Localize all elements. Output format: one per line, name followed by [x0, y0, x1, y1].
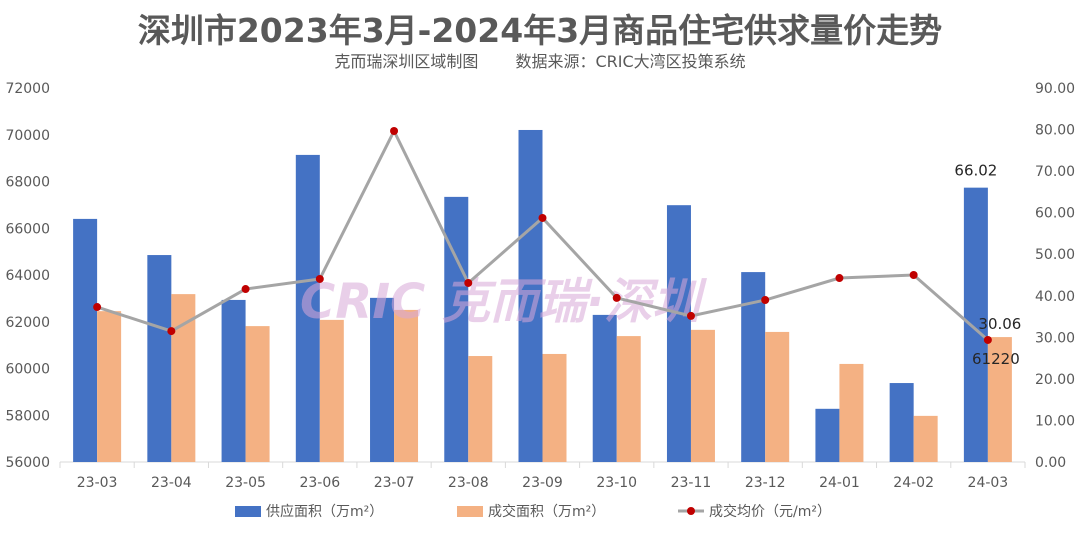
- x-axis-tick-label: 23-03: [77, 475, 118, 491]
- supply-bar: [666, 205, 691, 463]
- price-point: [464, 278, 473, 287]
- left-axis-tick-label: 64000: [5, 268, 50, 284]
- left-axis-tick-label: 72000: [5, 81, 50, 97]
- right-axis-tick-label: 80.00: [1035, 123, 1075, 139]
- legend-label: 供应面积（万m²）: [266, 503, 383, 520]
- supply-bar: [518, 129, 543, 462]
- sales-bar: [542, 353, 567, 462]
- supply-bar: [592, 314, 617, 462]
- x-axis-tick-label: 23-06: [299, 475, 340, 491]
- left-axis-tick-label: 68000: [5, 175, 50, 191]
- x-axis-tick-label: 24-01: [819, 475, 860, 491]
- subtitle-credit: 克而瑞深圳区域制图: [334, 52, 479, 71]
- price-point: [167, 327, 176, 336]
- supply-bar: [370, 297, 395, 462]
- right-axis-tick-label: 20.00: [1035, 372, 1075, 388]
- left-axis-tick-label: 70000: [5, 128, 50, 144]
- x-axis-tick-label: 23-12: [745, 475, 786, 491]
- price-point: [612, 293, 621, 302]
- price-point: [686, 311, 695, 320]
- data-label: 66.02: [954, 162, 997, 180]
- x-axis-tick-label: 23-09: [522, 475, 563, 491]
- supply-bar: [73, 218, 98, 462]
- price-point: [538, 213, 547, 222]
- left-axis-tick-label: 60000: [5, 362, 50, 378]
- sales-bar: [616, 336, 641, 462]
- price-point: [835, 274, 844, 283]
- x-axis-tick-label: 24-02: [893, 475, 934, 491]
- right-axis-tick-label: 60.00: [1035, 206, 1075, 222]
- x-axis-tick-label: 23-11: [671, 475, 712, 491]
- x-axis-tick-label: 23-10: [596, 475, 637, 491]
- sales-bar: [690, 329, 715, 462]
- right-axis-tick-label: 30.00: [1035, 330, 1075, 346]
- sales-bar: [839, 363, 864, 462]
- legend-swatch: [457, 506, 483, 517]
- supply-bar: [221, 299, 246, 462]
- left-axis-tick-label: 66000: [5, 221, 50, 237]
- supply-bar: [295, 154, 320, 462]
- left-axis-tick-label: 62000: [5, 315, 50, 331]
- sales-bar: [245, 326, 270, 462]
- supply-bar: [963, 187, 988, 463]
- price-point: [761, 296, 770, 305]
- chart-subtitle: 克而瑞深圳区域制图 数据来源：CRIC大湾区投策系统: [0, 48, 1080, 72]
- x-axis-tick-label: 23-05: [225, 475, 266, 491]
- data-label: 30.06: [978, 315, 1021, 333]
- subtitle-source: 数据来源：CRIC大湾区投策系统: [515, 52, 746, 71]
- sales-bar: [97, 311, 122, 462]
- x-axis-tick-label: 23-04: [151, 475, 192, 491]
- right-axis-tick-label: 90.00: [1035, 81, 1075, 97]
- watermark: CRIC 克而瑞·深圳: [300, 274, 707, 330]
- left-axis-tick-label: 56000: [5, 455, 50, 471]
- sales-bar: [171, 294, 196, 462]
- legend-swatch: [235, 506, 261, 517]
- x-axis-tick-label: 23-08: [448, 475, 489, 491]
- price-point: [315, 274, 324, 283]
- data-label: 61220: [972, 350, 1020, 368]
- sales-bar: [319, 319, 344, 462]
- right-axis-tick-label: 0.00: [1035, 455, 1066, 471]
- price-point: [390, 127, 399, 136]
- chart-title: 深圳市2023年3月-2024年3月商品住宅供求量价走势: [137, 11, 943, 50]
- right-axis-tick-label: 40.00: [1035, 289, 1075, 305]
- price-point: [241, 285, 250, 294]
- supply-bar: [889, 383, 914, 462]
- price-point: [909, 271, 918, 279]
- sales-bar: [987, 337, 1012, 462]
- x-axis-tick-label: 23-07: [374, 475, 415, 491]
- legend-label: 成交面积（万m²）: [488, 503, 605, 520]
- legend-label: 成交均价（元/m²）: [709, 503, 831, 520]
- sales-bar: [468, 356, 493, 462]
- sales-bar: [913, 415, 938, 462]
- sales-bar: [765, 331, 790, 462]
- right-axis-tick-label: 50.00: [1035, 247, 1075, 263]
- right-axis-tick-label: 10.00: [1035, 413, 1075, 429]
- price-point: [983, 335, 992, 344]
- price-point: [93, 303, 102, 312]
- sales-bar: [394, 309, 419, 462]
- supply-bar: [147, 255, 172, 462]
- left-axis-tick-label: 58000: [5, 408, 50, 424]
- x-axis-tick-label: 24-03: [968, 475, 1009, 491]
- supply-bar: [815, 408, 840, 462]
- right-axis-tick-label: 70.00: [1035, 164, 1075, 180]
- legend-marker: [687, 507, 695, 515]
